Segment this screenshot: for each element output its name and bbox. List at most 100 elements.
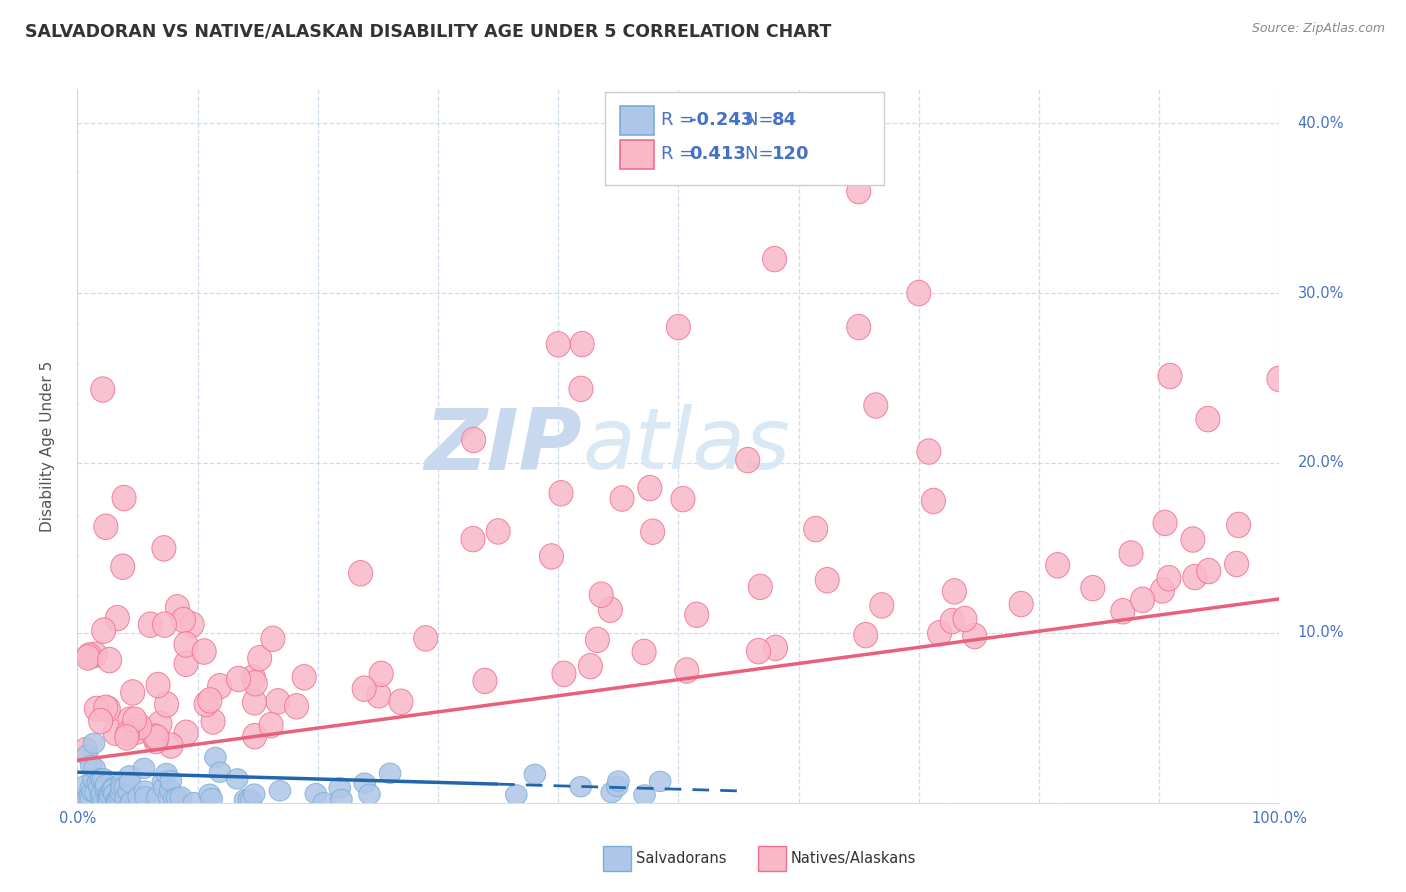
Ellipse shape xyxy=(90,786,111,806)
Ellipse shape xyxy=(166,595,190,620)
Ellipse shape xyxy=(174,651,198,676)
Ellipse shape xyxy=(359,784,380,805)
Ellipse shape xyxy=(143,728,169,754)
Ellipse shape xyxy=(1010,591,1033,616)
Ellipse shape xyxy=(82,781,104,802)
Ellipse shape xyxy=(174,720,198,746)
Ellipse shape xyxy=(1119,541,1143,566)
Ellipse shape xyxy=(367,682,391,708)
Ellipse shape xyxy=(84,697,108,722)
Ellipse shape xyxy=(156,764,177,784)
Ellipse shape xyxy=(157,788,180,807)
Ellipse shape xyxy=(118,781,139,802)
Ellipse shape xyxy=(120,792,141,813)
Ellipse shape xyxy=(83,769,104,789)
Ellipse shape xyxy=(666,314,690,340)
Ellipse shape xyxy=(76,745,98,765)
Ellipse shape xyxy=(103,778,124,798)
Text: 30.0%: 30.0% xyxy=(1298,285,1344,301)
Ellipse shape xyxy=(134,780,156,801)
Ellipse shape xyxy=(107,791,129,812)
Ellipse shape xyxy=(413,625,437,651)
Ellipse shape xyxy=(97,789,120,809)
Ellipse shape xyxy=(748,574,772,599)
Ellipse shape xyxy=(942,579,966,604)
Ellipse shape xyxy=(329,778,350,798)
Ellipse shape xyxy=(1197,407,1220,432)
Ellipse shape xyxy=(93,768,114,789)
Text: 10.0%: 10.0% xyxy=(1298,625,1344,640)
Ellipse shape xyxy=(114,778,136,797)
Ellipse shape xyxy=(917,439,941,465)
Ellipse shape xyxy=(1267,367,1291,392)
Ellipse shape xyxy=(1197,558,1220,583)
Ellipse shape xyxy=(853,623,877,648)
Ellipse shape xyxy=(846,178,870,204)
Text: -0.243: -0.243 xyxy=(689,112,754,129)
Ellipse shape xyxy=(100,785,121,805)
Ellipse shape xyxy=(142,723,166,749)
Ellipse shape xyxy=(115,722,139,747)
Ellipse shape xyxy=(235,789,256,810)
Ellipse shape xyxy=(87,773,108,794)
Ellipse shape xyxy=(101,780,122,801)
Ellipse shape xyxy=(155,691,179,717)
Ellipse shape xyxy=(389,689,413,714)
Ellipse shape xyxy=(1046,552,1070,578)
Ellipse shape xyxy=(110,782,132,803)
Ellipse shape xyxy=(118,765,141,786)
Ellipse shape xyxy=(815,567,839,593)
Ellipse shape xyxy=(571,331,595,357)
Text: 20.0%: 20.0% xyxy=(1298,456,1344,470)
Ellipse shape xyxy=(170,787,191,807)
Ellipse shape xyxy=(75,775,96,796)
Ellipse shape xyxy=(685,602,709,628)
Ellipse shape xyxy=(122,707,146,732)
Ellipse shape xyxy=(146,787,169,807)
Ellipse shape xyxy=(238,789,260,810)
Ellipse shape xyxy=(121,792,142,813)
Ellipse shape xyxy=(152,612,177,638)
Ellipse shape xyxy=(284,694,308,719)
Ellipse shape xyxy=(166,788,188,808)
Ellipse shape xyxy=(112,485,136,511)
Ellipse shape xyxy=(953,607,977,632)
Ellipse shape xyxy=(243,784,266,805)
Text: 120: 120 xyxy=(772,145,810,163)
Ellipse shape xyxy=(650,772,671,791)
Ellipse shape xyxy=(198,784,221,805)
Ellipse shape xyxy=(148,711,172,737)
Ellipse shape xyxy=(553,661,576,687)
Ellipse shape xyxy=(111,778,132,798)
Ellipse shape xyxy=(763,635,787,661)
Ellipse shape xyxy=(205,747,226,768)
Ellipse shape xyxy=(292,665,316,690)
Ellipse shape xyxy=(138,612,162,638)
Ellipse shape xyxy=(153,778,174,798)
Ellipse shape xyxy=(111,554,135,580)
Ellipse shape xyxy=(75,789,96,810)
Ellipse shape xyxy=(506,785,527,805)
Ellipse shape xyxy=(152,535,176,561)
Ellipse shape xyxy=(578,654,602,679)
Ellipse shape xyxy=(194,691,218,717)
Ellipse shape xyxy=(120,772,141,793)
Ellipse shape xyxy=(349,560,373,586)
Text: 0.413: 0.413 xyxy=(689,145,745,163)
Ellipse shape xyxy=(159,780,181,800)
Ellipse shape xyxy=(97,785,118,805)
Ellipse shape xyxy=(91,376,115,402)
Ellipse shape xyxy=(1130,587,1154,613)
Ellipse shape xyxy=(1153,510,1177,536)
Text: N=: N= xyxy=(745,112,779,129)
Ellipse shape xyxy=(172,607,195,632)
Ellipse shape xyxy=(84,782,107,803)
Text: Salvadorans: Salvadorans xyxy=(636,851,725,865)
Ellipse shape xyxy=(69,789,90,809)
Ellipse shape xyxy=(569,777,592,797)
Ellipse shape xyxy=(91,618,115,643)
Ellipse shape xyxy=(105,606,129,631)
Ellipse shape xyxy=(1150,578,1174,603)
Ellipse shape xyxy=(606,776,628,797)
Ellipse shape xyxy=(569,376,593,401)
